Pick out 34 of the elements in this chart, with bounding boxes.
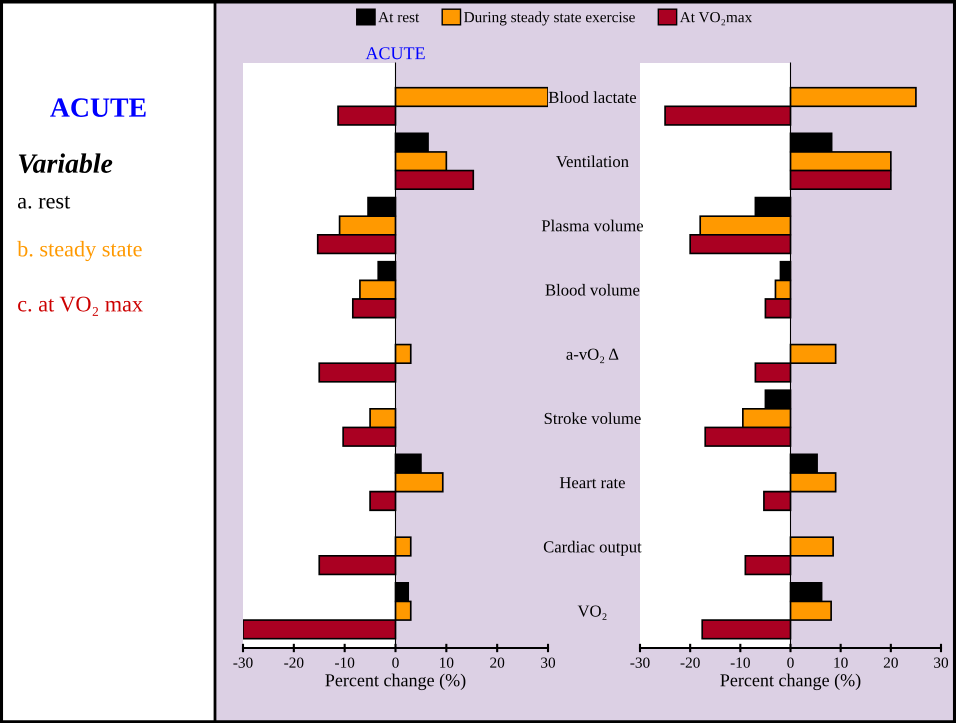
- x-tick-label: 30: [541, 657, 556, 668]
- y-tick-label: Plasma volume: [542, 220, 644, 232]
- x-tick-label: 20: [884, 657, 898, 668]
- x-tick-label: 0: [787, 657, 794, 668]
- text: c. at VO₂ max: [18, 296, 143, 316]
- text: Variable: [18, 153, 112, 174]
- y-tick-label: a-vO₂ Δ: [566, 348, 618, 364]
- x-tick-label: -30: [233, 657, 253, 668]
- chart-title: ACUTE: [366, 47, 425, 60]
- y-tick-label: Heart rate: [560, 477, 625, 488]
- y-tick-label: Ventilation: [556, 155, 629, 168]
- x-tick-label: -30: [630, 657, 650, 668]
- x-tick-label: -20: [680, 657, 700, 668]
- legend-label: At rest: [378, 12, 420, 22]
- y-tick-label: VO₂: [578, 606, 606, 620]
- x-tick-label: -10: [335, 657, 354, 668]
- x-tick-label: -20: [284, 657, 304, 668]
- y-tick-label: Blood lactate: [548, 91, 636, 103]
- x-axis-title: Percent change (%): [720, 674, 860, 690]
- x-tick-label: 0: [392, 657, 399, 668]
- y-tick-label: Blood volume: [545, 284, 640, 296]
- y-tick-label: Cardiac output: [544, 540, 642, 556]
- x-tick-label: 30: [934, 657, 948, 668]
- text: ACUTE: [50, 98, 146, 117]
- x-tick-label: 10: [834, 657, 848, 668]
- x-tick-label: -10: [730, 657, 750, 668]
- text: b. steady state: [17, 240, 142, 262]
- y-tick-label: Stroke volume: [544, 412, 641, 424]
- legend-label: During steady state exercise: [464, 12, 635, 26]
- x-tick-label: 10: [440, 657, 454, 668]
- text: a. rest: [18, 196, 70, 209]
- x-axis-title: Percent change (%): [325, 674, 466, 690]
- legend-label: At VO₂max: [680, 12, 752, 26]
- x-tick-label: 20: [490, 657, 504, 668]
